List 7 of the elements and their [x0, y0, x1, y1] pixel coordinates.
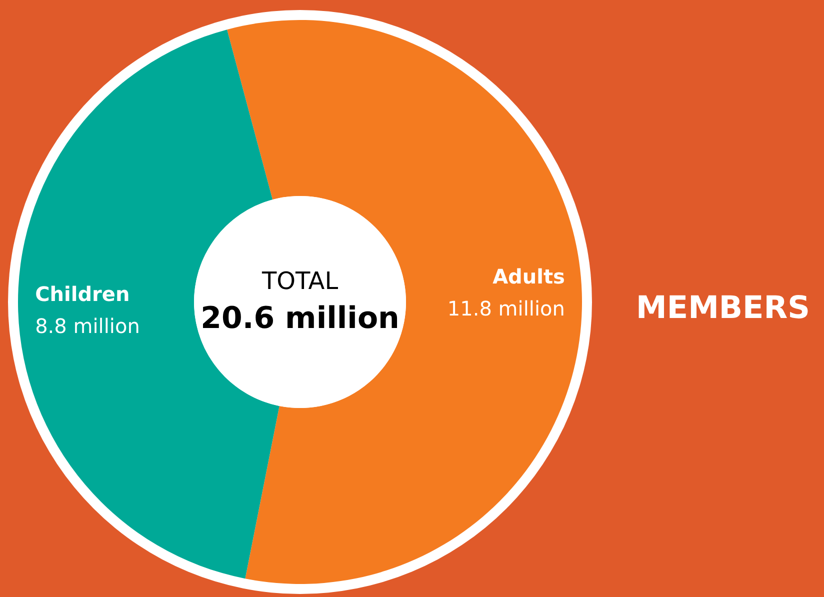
- slice-label: Children: [35, 282, 130, 306]
- data-label: 8.8 million: [35, 314, 140, 338]
- text: TOTAL: [260, 267, 339, 295]
- text: 20.6 million: [200, 301, 400, 336]
- data-label: 11.8 million: [447, 296, 565, 320]
- text: MEMBERS: [636, 290, 810, 326]
- slice-label: Adults: [492, 264, 565, 288]
